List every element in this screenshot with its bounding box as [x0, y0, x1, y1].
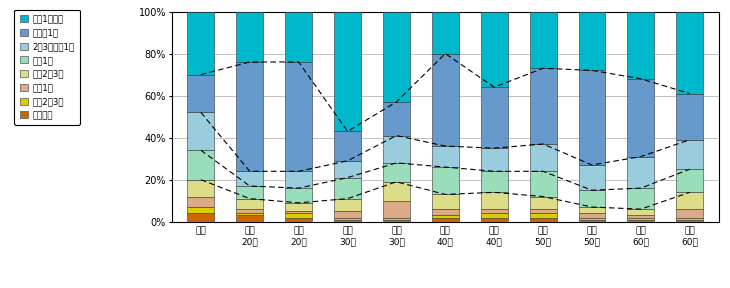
- Bar: [237, 213, 264, 215]
- Bar: [627, 217, 654, 220]
- Bar: [188, 213, 215, 222]
- Bar: [676, 217, 703, 220]
- Bar: [285, 217, 312, 222]
- Bar: [530, 209, 556, 213]
- Bar: [188, 196, 215, 207]
- Bar: [383, 102, 410, 136]
- Bar: [334, 220, 361, 222]
- Bar: [530, 196, 556, 209]
- Bar: [334, 217, 361, 220]
- Bar: [481, 148, 507, 171]
- Bar: [627, 188, 654, 209]
- Bar: [481, 87, 507, 148]
- Bar: [530, 213, 556, 217]
- Bar: [285, 213, 312, 217]
- Bar: [334, 199, 361, 211]
- Bar: [334, 211, 361, 217]
- Bar: [285, 203, 312, 211]
- Bar: [530, 217, 556, 222]
- Bar: [237, 186, 264, 199]
- Bar: [285, 171, 312, 188]
- Bar: [383, 182, 410, 201]
- Bar: [432, 215, 458, 217]
- Bar: [578, 207, 605, 213]
- Bar: [432, 167, 458, 194]
- Bar: [432, 217, 458, 222]
- Bar: [188, 112, 215, 150]
- Bar: [432, 54, 458, 146]
- Bar: [627, 79, 654, 157]
- Bar: [627, 12, 654, 79]
- Bar: [237, 199, 264, 209]
- Bar: [334, 178, 361, 199]
- Bar: [188, 180, 215, 196]
- Bar: [432, 194, 458, 209]
- Bar: [188, 12, 215, 75]
- Bar: [676, 12, 703, 94]
- Bar: [285, 12, 312, 62]
- Bar: [334, 131, 361, 161]
- Bar: [383, 163, 410, 182]
- Bar: [188, 207, 215, 213]
- Bar: [627, 220, 654, 222]
- Bar: [578, 213, 605, 217]
- Bar: [334, 161, 361, 178]
- Bar: [383, 136, 410, 163]
- Bar: [481, 217, 507, 222]
- Bar: [530, 144, 556, 171]
- Bar: [432, 146, 458, 167]
- Bar: [676, 220, 703, 222]
- Bar: [237, 171, 264, 186]
- Bar: [578, 165, 605, 190]
- Bar: [432, 209, 458, 215]
- Bar: [237, 12, 264, 62]
- Bar: [578, 12, 605, 70]
- Bar: [481, 209, 507, 213]
- Bar: [676, 140, 703, 169]
- Bar: [285, 211, 312, 213]
- Bar: [237, 209, 264, 213]
- Bar: [334, 12, 361, 131]
- Bar: [285, 62, 312, 171]
- Bar: [578, 220, 605, 222]
- Bar: [481, 12, 507, 87]
- Bar: [383, 12, 410, 102]
- Bar: [383, 217, 410, 220]
- Bar: [578, 190, 605, 207]
- Bar: [285, 188, 312, 203]
- Bar: [578, 217, 605, 220]
- Bar: [481, 192, 507, 209]
- Bar: [530, 12, 556, 68]
- Legend: 年に1回以下, 半年に1回, 2〜3カ月に1回, 月に1回, 月に2〜3回, 週に1回, 週に2〜3回, ほぼ毎日: 年に1回以下, 半年に1回, 2〜3カ月に1回, 月に1回, 月に2〜3回, 週…: [15, 10, 80, 125]
- Bar: [676, 169, 703, 192]
- Bar: [676, 192, 703, 209]
- Bar: [627, 157, 654, 188]
- Bar: [481, 171, 507, 192]
- Bar: [676, 209, 703, 217]
- Bar: [481, 213, 507, 217]
- Bar: [530, 68, 556, 144]
- Bar: [237, 62, 264, 171]
- Bar: [188, 150, 215, 180]
- Bar: [530, 171, 556, 196]
- Bar: [578, 70, 605, 165]
- Bar: [237, 215, 264, 222]
- Bar: [383, 220, 410, 222]
- Bar: [627, 215, 654, 217]
- Bar: [627, 209, 654, 215]
- Bar: [676, 94, 703, 140]
- Bar: [188, 75, 215, 112]
- Bar: [383, 201, 410, 217]
- Bar: [432, 12, 458, 54]
